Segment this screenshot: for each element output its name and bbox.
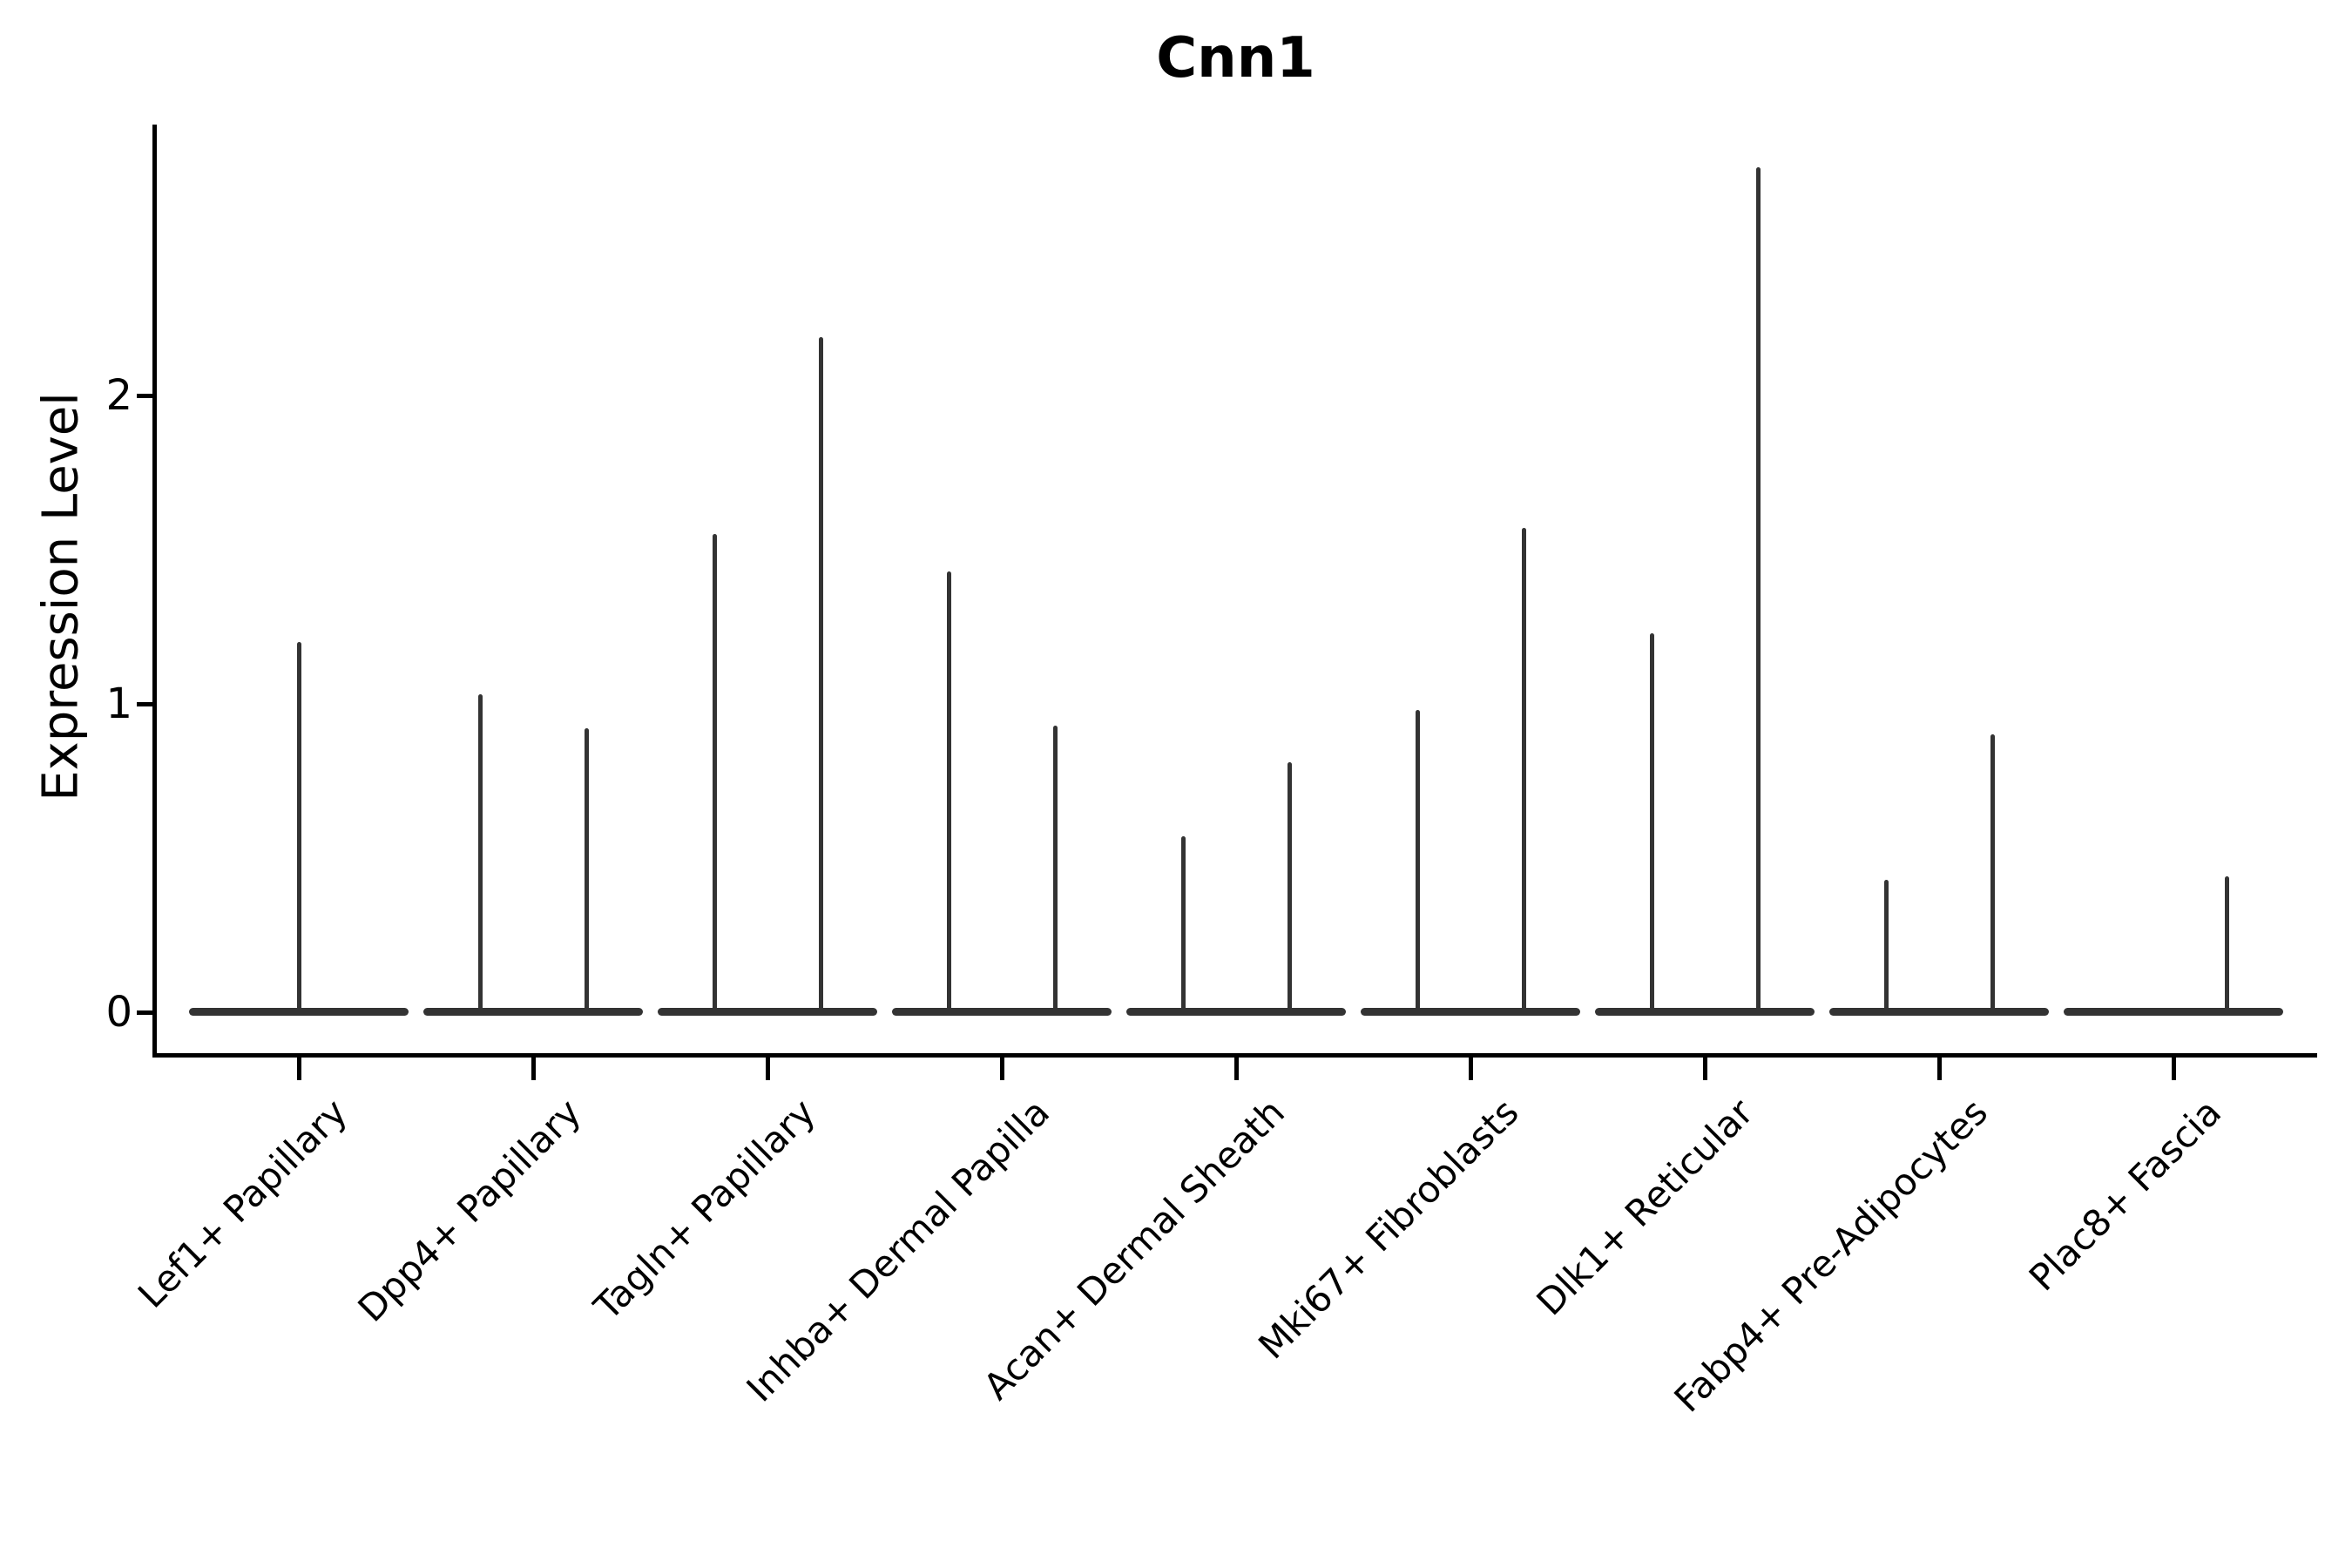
x-tick-mark bbox=[2172, 1058, 2176, 1080]
violin-baseline bbox=[1829, 1008, 2049, 1016]
x-tick-label: Plac8+ Fascia bbox=[2021, 1091, 2230, 1300]
x-tick-label: Mki67+ Fibroblasts bbox=[1250, 1091, 1527, 1368]
violin-max-spike bbox=[585, 728, 589, 1012]
violin-max-spike bbox=[1181, 836, 1186, 1012]
violin-baseline bbox=[423, 1008, 643, 1016]
y-tick-label: 1 bbox=[105, 679, 132, 728]
violin-max-spike bbox=[947, 571, 951, 1012]
y-tick-label: 0 bbox=[105, 988, 132, 1037]
violin-max-spike bbox=[1990, 734, 1995, 1012]
chart-title: Cnn1 bbox=[1156, 26, 1315, 91]
violin-max-spike bbox=[1756, 167, 1761, 1012]
violin-baseline bbox=[658, 1008, 877, 1016]
violin-max-spike bbox=[1053, 726, 1058, 1012]
y-axis-spine bbox=[152, 125, 157, 1058]
violin-baseline bbox=[2064, 1008, 2283, 1016]
violin-max-spike bbox=[2225, 876, 2229, 1012]
violin-baseline bbox=[1361, 1008, 1580, 1016]
violin-max-spike bbox=[1522, 528, 1526, 1012]
x-tick-mark bbox=[1703, 1058, 1707, 1080]
y-tick-mark bbox=[137, 702, 152, 706]
x-tick-mark bbox=[1469, 1058, 1473, 1080]
violin-max-spike bbox=[1650, 633, 1654, 1012]
x-tick-mark bbox=[1937, 1058, 1942, 1080]
violin-max-spike bbox=[1288, 762, 1292, 1012]
violin-baseline bbox=[892, 1008, 1112, 1016]
y-tick-label: 2 bbox=[105, 371, 132, 420]
violin-max-spike bbox=[297, 642, 301, 1012]
x-tick-mark bbox=[766, 1058, 770, 1080]
violin-baseline bbox=[1595, 1008, 1815, 1016]
violin-max-spike bbox=[1884, 880, 1889, 1012]
x-tick-mark bbox=[1234, 1058, 1239, 1080]
y-tick-mark bbox=[137, 1010, 152, 1015]
x-axis-spine bbox=[152, 1053, 2317, 1058]
x-tick-label: Dpp4+ Papillary bbox=[349, 1091, 590, 1330]
x-tick-mark bbox=[531, 1058, 536, 1080]
violin-max-spike bbox=[713, 534, 717, 1012]
x-tick-mark bbox=[297, 1058, 301, 1080]
x-tick-mark bbox=[1000, 1058, 1004, 1080]
x-tick-label: Dlk1+ Reticular bbox=[1528, 1091, 1761, 1324]
violin-max-spike bbox=[1416, 710, 1420, 1012]
y-axis-label: Expression Level bbox=[32, 392, 90, 801]
violin-max-spike bbox=[478, 694, 483, 1012]
x-tick-label: Tagln+ Papillary bbox=[585, 1091, 824, 1328]
y-tick-mark bbox=[137, 394, 152, 398]
violin-max-spike bbox=[819, 337, 823, 1012]
x-tick-label: Lef1+ Papillary bbox=[129, 1091, 355, 1316]
violin-baseline bbox=[1126, 1008, 1346, 1016]
